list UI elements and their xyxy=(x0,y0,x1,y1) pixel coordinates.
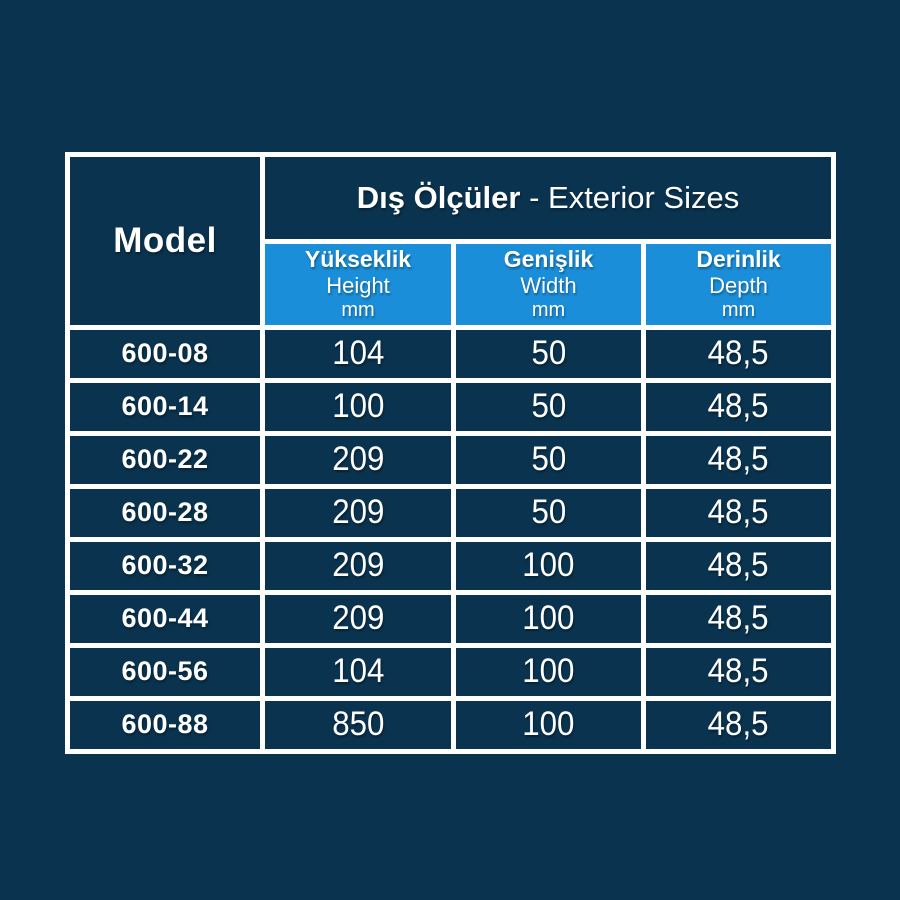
height-cell: 209 xyxy=(265,594,451,643)
exterior-sizes-table: Model Dış Ölçüler - Exterior Sizes Yükse… xyxy=(65,152,837,754)
group-header-exterior-sizes: Dış Ölçüler - Exterior Sizes xyxy=(265,157,832,239)
depth-cell: 48,5 xyxy=(646,700,832,749)
col-header-depth-unit: mm xyxy=(721,299,756,322)
table-subheader-row: Yükseklik Height mm Genişlik Width mm De… xyxy=(70,244,832,325)
width-cell: 100 xyxy=(456,647,641,696)
depth-cell: 48,5 xyxy=(646,329,832,378)
table-row: 600-14 100 50 48,5 xyxy=(70,382,832,431)
table-header-row: Model Dış Ölçüler - Exterior Sizes xyxy=(70,157,832,325)
col-header-height-unit: mm xyxy=(341,299,375,322)
width-cell: 50 xyxy=(456,488,641,537)
table-row: 600-08 104 50 48,5 xyxy=(70,329,832,378)
model-cell: 600-32 xyxy=(70,541,260,590)
group-header-turkish: Dış Ölçüler xyxy=(356,180,521,215)
col-header-width-unit: mm xyxy=(531,299,566,322)
height-cell: 850 xyxy=(265,700,451,749)
table-row: 600-22 209 50 48,5 xyxy=(70,435,832,484)
model-cell: 600-28 xyxy=(70,488,260,537)
group-header-english: - Exterior Sizes xyxy=(520,180,740,215)
height-cell: 104 xyxy=(265,329,451,378)
width-cell: 100 xyxy=(456,700,641,749)
table-row: 600-32 209 100 48,5 xyxy=(70,541,832,590)
model-column-header: Model xyxy=(70,157,260,325)
col-header-height: Yükseklik Height mm xyxy=(265,244,451,325)
depth-cell: 48,5 xyxy=(646,541,832,590)
col-header-height-subtitle: Height xyxy=(326,273,390,299)
model-cell: 600-44 xyxy=(70,594,260,643)
model-cell: 600-22 xyxy=(70,435,260,484)
height-cell: 209 xyxy=(265,435,451,484)
width-cell: 50 xyxy=(456,329,641,378)
table-row: 600-44 209 100 48,5 xyxy=(70,594,832,643)
width-cell: 100 xyxy=(456,541,641,590)
depth-cell: 48,5 xyxy=(646,647,832,696)
table-row: 600-88 850 100 48,5 xyxy=(70,700,832,749)
col-header-depth-subtitle: Depth xyxy=(709,273,768,299)
col-header-depth-title: Derinlik xyxy=(696,246,781,272)
depth-cell: 48,5 xyxy=(646,488,832,537)
model-cell: 600-08 xyxy=(70,329,260,378)
col-header-width-subtitle: Width xyxy=(520,273,577,299)
depth-cell: 48,5 xyxy=(646,382,832,431)
model-cell: 600-88 xyxy=(70,700,260,749)
col-header-height-title: Yükseklik xyxy=(304,246,412,272)
height-cell: 209 xyxy=(265,541,451,590)
col-header-width-title: Genişlik xyxy=(503,246,594,272)
table-row: 600-56 104 100 48,5 xyxy=(70,647,832,696)
height-cell: 100 xyxy=(265,382,451,431)
width-cell: 100 xyxy=(456,594,641,643)
model-cell: 600-56 xyxy=(70,647,260,696)
col-header-depth: Derinlik Depth mm xyxy=(646,244,832,325)
width-cell: 50 xyxy=(456,435,641,484)
depth-cell: 48,5 xyxy=(646,594,832,643)
width-cell: 50 xyxy=(456,382,641,431)
col-header-width: Genişlik Width mm xyxy=(456,244,641,325)
depth-cell: 48,5 xyxy=(646,435,832,484)
table-row: 600-28 209 50 48,5 xyxy=(70,488,832,537)
height-cell: 104 xyxy=(265,647,451,696)
height-cell: 209 xyxy=(265,488,451,537)
model-cell: 600-14 xyxy=(70,382,260,431)
